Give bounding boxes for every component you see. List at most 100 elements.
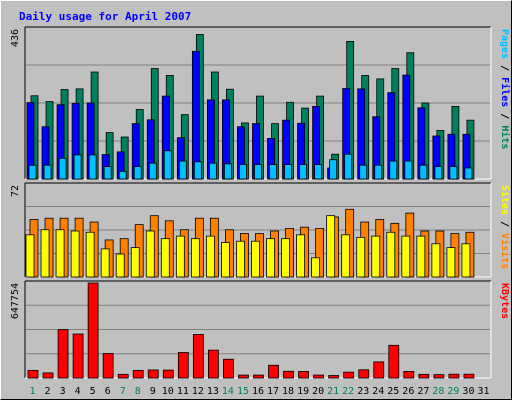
day-label: 7 [120, 386, 126, 397]
usage-bar-pages [58, 157, 67, 180]
usage-bar-pages [148, 162, 157, 180]
visits-bar-sites [251, 240, 260, 278]
kbytes-bar-kbytes [253, 374, 264, 379]
day-label: 13 [207, 386, 219, 397]
usage-bar-pages [344, 153, 353, 180]
kbytes-bar-kbytes [418, 373, 430, 379]
usage-legend-separator: / [499, 107, 510, 125]
kbytes-bar-kbytes [223, 358, 234, 379]
visits-bar-sites [446, 247, 456, 278]
visits-bar-sites [70, 230, 80, 278]
visits-bar-sites [175, 235, 185, 278]
kbytes-bar-kbytes [373, 361, 385, 379]
day-label: 29 [447, 386, 459, 397]
day-label: 21 [327, 386, 339, 397]
usage-legend-files: Files [499, 77, 511, 107]
day-label: 24 [372, 386, 384, 397]
day-label: 12 [192, 386, 204, 397]
visits-bar-sites [236, 240, 245, 278]
day-label: 14 [222, 386, 234, 397]
visits-bar-sites [461, 243, 471, 278]
visits-bar-sites [416, 235, 426, 278]
usage-bar-files [191, 50, 200, 180]
usage-bar-pages [208, 162, 217, 180]
kbytes-bar-kbytes [403, 371, 415, 379]
visits-bar-sites [281, 238, 290, 278]
usage-bar-pages [133, 166, 142, 180]
day-label: 15 [237, 386, 249, 397]
visits-bar-sites [386, 231, 396, 278]
visits-bar-sites [130, 247, 140, 278]
visits-bar-sites [160, 238, 170, 278]
visits-bar-sites [55, 229, 65, 278]
usage-bar-pages [359, 164, 368, 180]
kbytes-bar-kbytes [72, 333, 84, 379]
day-label: 28 [432, 386, 444, 397]
usage-bar-pages [464, 167, 473, 180]
usage-bar-pages [193, 161, 202, 180]
visits-bar-sites [356, 236, 366, 278]
day-label: 22 [342, 386, 354, 397]
usage-bar-pages [434, 166, 443, 180]
usage-bar-pages [314, 164, 323, 180]
day-label: 2 [45, 386, 51, 397]
kbytes-bar-kbytes [192, 334, 204, 379]
chart-title: Daily usage for April 2007 [19, 10, 191, 23]
day-label: 19 [297, 386, 309, 397]
usage-legend-hits: Hits [499, 125, 511, 149]
visits-bar-sites [145, 230, 155, 278]
usage-bar-pages [43, 164, 52, 180]
kbytes-bar-kbytes [132, 369, 144, 379]
usage-max-label: 436 [10, 29, 21, 47]
usage-bar-pages [299, 164, 307, 180]
day-label: 25 [387, 386, 399, 397]
usage-bar-pages [269, 164, 277, 180]
visits-bar-sites [311, 257, 321, 278]
usage-bar-pages [224, 163, 232, 180]
kbytes-bar-kbytes [358, 369, 370, 379]
usage-panel: 436 Pages / Files / Hits [10, 26, 511, 180]
day-label: 5 [90, 386, 96, 397]
kbytes-bar-kbytes [463, 373, 475, 379]
kbytes-panel: 647754 KBytes [10, 280, 510, 379]
day-label: 20 [312, 386, 324, 397]
day-label: 18 [282, 386, 294, 397]
usage-bar-pages [404, 160, 413, 180]
usage-bar-pages [329, 159, 338, 180]
visits-bar-sites [296, 234, 305, 278]
visits-legend-sites: Sites [499, 185, 511, 215]
kbytes-bar-kbytes [57, 329, 69, 379]
visits-max-label: 72 [10, 185, 21, 197]
day-label: 23 [357, 386, 369, 397]
kbytes-max-label: 647754 [10, 283, 21, 319]
visits-bar-sites [205, 235, 215, 278]
usage-bar-pages [449, 166, 458, 180]
kbytes-bar-kbytes [177, 352, 189, 379]
visits-bar-sites [25, 234, 35, 278]
kbytes-bar-kbytes [448, 373, 460, 379]
day-label: 17 [267, 386, 279, 397]
visits-bar-sites [431, 243, 441, 278]
usage-bar-pages [254, 164, 262, 180]
kbytes-bar-kbytes [162, 369, 174, 379]
day-label: 9 [150, 386, 156, 397]
visits-bar-sites [266, 238, 275, 278]
kbytes-bar-kbytes [238, 374, 249, 379]
kbytes-bar-kbytes [102, 353, 114, 379]
day-label: 3 [60, 386, 66, 397]
usage-legend-separator: / [499, 59, 510, 77]
visits-bar-sites [190, 238, 200, 278]
kbytes-legend: KBytes [499, 283, 510, 319]
day-label: 6 [105, 386, 111, 397]
day-label: 1 [30, 386, 36, 397]
day-label: 27 [417, 386, 429, 397]
day-label: 8 [135, 386, 141, 397]
kbytes-bar-kbytes [117, 373, 129, 379]
visits-bar-sites [401, 235, 411, 278]
visits-bar-sites [100, 248, 110, 278]
kbytes-bar-kbytes [343, 371, 355, 379]
usage-legend: Pages / Files / Hits [499, 29, 511, 149]
visits-legend: Sites / Visits [499, 185, 511, 269]
usage-bar-pages [389, 160, 398, 180]
